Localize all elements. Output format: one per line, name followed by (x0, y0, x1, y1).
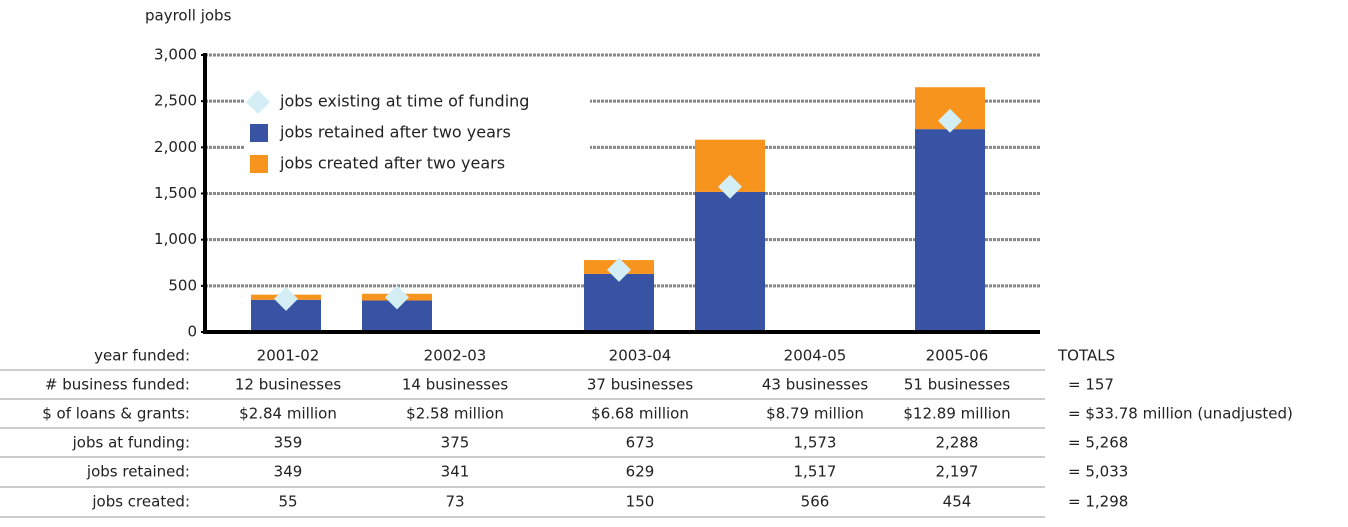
table-cell: $8.79 million (766, 405, 864, 423)
row-label: jobs created: (91, 493, 190, 511)
row-label: $ of loans & grants: (42, 405, 190, 423)
table-cell: 43 businesses (762, 376, 868, 394)
table-cell: 1,517 (794, 463, 837, 481)
table-cell: $2.58 million (406, 405, 504, 423)
x-tick-label: 2005-06 (926, 347, 989, 365)
legend-swatch (246, 90, 270, 114)
table-cell: 37 businesses (587, 376, 693, 394)
legend-swatch (250, 124, 268, 142)
diamond-marker (938, 108, 962, 133)
x-tick-label: 2001-02 (257, 347, 320, 365)
table-cell: 375 (441, 434, 470, 452)
row-total: = 5,268 (1068, 434, 1128, 452)
row-total: = 5,033 (1068, 463, 1128, 481)
diamond-marker (274, 286, 298, 311)
table-cell: 566 (801, 493, 830, 511)
table-cell: $6.68 million (591, 405, 689, 423)
legend-label: jobs existing at time of funding (279, 92, 529, 111)
row-label: jobs retained: (86, 463, 190, 481)
row-total: = 157 (1068, 376, 1114, 394)
table-cell: 341 (441, 463, 470, 481)
legend-label: jobs retained after two years (279, 123, 511, 142)
table-cell: 14 businesses (402, 376, 508, 394)
table-cell: 629 (626, 463, 655, 481)
table-cell: 673 (626, 434, 655, 452)
y-tick-label: 1,000 (154, 230, 197, 248)
table-cell: 51 businesses (904, 376, 1010, 394)
table-cell: 73 (445, 493, 464, 511)
table-cell: 349 (274, 463, 303, 481)
row-total: = $33.78 million (unadjusted) (1068, 405, 1293, 423)
x-tick-label: 2004-05 (784, 347, 847, 365)
row-label: jobs at funding: (72, 434, 190, 452)
table-cell: $2.84 million (239, 405, 337, 423)
table-cell: 55 (278, 493, 297, 511)
x-tick-label: 2003-04 (609, 347, 672, 365)
legend-label: jobs created after two years (279, 154, 505, 173)
legend-box (245, 85, 590, 180)
table-cell: 1,573 (794, 434, 837, 452)
bar-segment (695, 191, 765, 332)
bar-segment (915, 129, 985, 332)
y-tick-label: 2,000 (154, 138, 197, 156)
y-tick-label: 1,500 (154, 184, 197, 202)
diamond-marker (607, 257, 631, 282)
legend-swatch (250, 155, 268, 173)
table-cell: 2,288 (936, 434, 979, 452)
y-axis-label: payroll jobs (145, 7, 232, 25)
y-tick-label: 3,000 (154, 46, 197, 64)
diamond-marker (385, 285, 409, 310)
y-tick-label: 2,500 (154, 92, 197, 110)
y-tick-label: 0 (187, 323, 197, 341)
table-header: year funded: (94, 347, 190, 365)
table-cell: 12 businesses (235, 376, 341, 394)
table-cell: $12.89 million (903, 405, 1010, 423)
table-totals-header: TOTALS (1057, 347, 1115, 365)
y-tick-label: 500 (168, 276, 197, 294)
diamond-marker (718, 174, 742, 199)
table-cell: 150 (626, 493, 655, 511)
table-cell: 2,197 (936, 463, 979, 481)
row-total: = 1,298 (1068, 493, 1128, 511)
x-tick-label: 2002-03 (424, 347, 487, 365)
table-cell: 359 (274, 434, 303, 452)
bar-segment (584, 273, 654, 332)
row-label: # business funded: (45, 376, 190, 394)
table-cell: 454 (943, 493, 972, 511)
